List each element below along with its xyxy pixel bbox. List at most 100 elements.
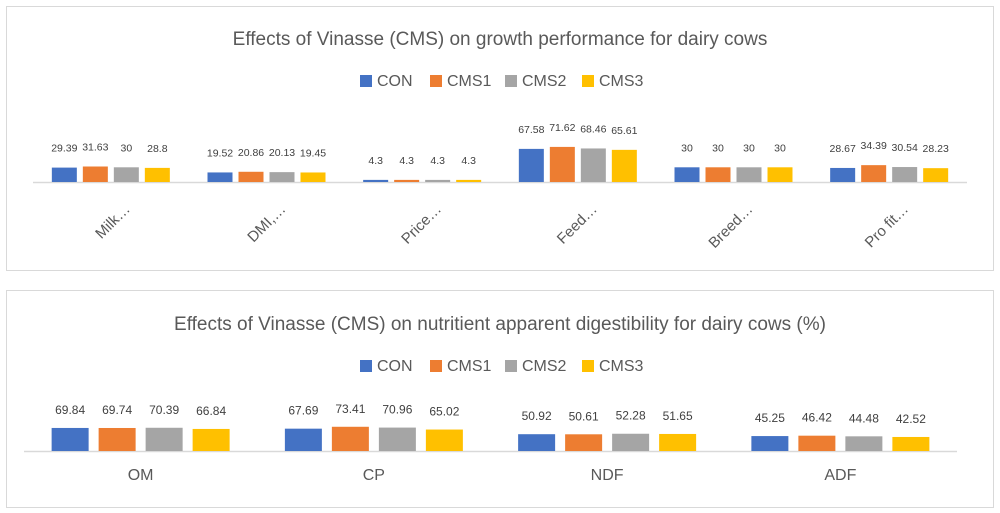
bar-cms3 (659, 433, 697, 451)
data-label: 30 (120, 142, 132, 154)
bar-cms3 (923, 168, 949, 182)
bar-cms1 (565, 434, 603, 451)
legend-label: CON (377, 73, 413, 90)
legend-item-cms2[interactable]: CMS2 (505, 73, 567, 90)
bar-cms1 (549, 146, 575, 182)
data-label: 29.39 (51, 143, 77, 155)
bar-con (518, 434, 556, 451)
bar-cms2 (425, 179, 451, 182)
bar-con (51, 427, 89, 451)
data-label: 30 (774, 142, 786, 154)
data-label: 70.39 (149, 403, 179, 417)
legend-item-cms2[interactable]: CMS2 (505, 358, 567, 375)
bar-cms2 (580, 148, 606, 182)
legend-label: CMS2 (522, 73, 567, 90)
bar-cms2 (892, 167, 918, 182)
bar-cms3 (892, 436, 930, 451)
data-label: 20.13 (269, 147, 295, 159)
chart-border (6, 290, 994, 508)
data-label: 20.86 (238, 147, 264, 159)
legend-swatch (430, 75, 442, 87)
legend-swatch (582, 360, 594, 372)
data-label: 50.61 (569, 409, 599, 423)
data-label: 50.92 (522, 409, 552, 423)
legend-item-con[interactable]: CON (360, 358, 413, 375)
bar-cms2 (269, 172, 295, 182)
legend-item-cms1[interactable]: CMS1 (430, 73, 492, 90)
data-label: 28.23 (923, 143, 949, 155)
chart-2: Effects of Vinasse (CMS) on nutritient a… (6, 290, 994, 508)
legend-item-cms3[interactable]: CMS3 (582, 73, 644, 90)
data-label: 65.02 (429, 405, 459, 419)
bar-cms3 (611, 149, 637, 182)
data-label: 4.3 (368, 155, 383, 167)
data-label: 71.62 (549, 122, 575, 134)
data-label: 30 (743, 142, 755, 154)
data-label: 4.3 (430, 155, 445, 167)
data-label: 70.96 (382, 403, 412, 417)
legend-swatch (505, 360, 517, 372)
bar-cms1 (331, 426, 369, 451)
bar-cms3 (767, 167, 793, 182)
data-label: 69.84 (55, 403, 85, 417)
data-label: 19.52 (207, 147, 233, 159)
bar-cms1 (238, 171, 264, 182)
legend-swatch (430, 360, 442, 372)
chart-border (6, 6, 994, 271)
category-label: OM (128, 467, 154, 484)
data-label: 34.39 (861, 140, 887, 152)
data-label: 30 (681, 142, 693, 154)
legend-swatch (582, 75, 594, 87)
data-label: 28.8 (147, 143, 168, 155)
bar-cms2 (113, 167, 139, 182)
bar-con (363, 179, 389, 182)
bar-cms1 (798, 435, 836, 451)
legend-swatch (360, 75, 372, 87)
data-label: 67.58 (518, 124, 544, 136)
category-label: CP (363, 467, 385, 484)
bar-cms1 (98, 427, 136, 451)
data-label: 73.41 (335, 402, 365, 416)
legend-swatch (505, 75, 517, 87)
bar-cms1 (394, 179, 420, 182)
legend-label: CMS3 (599, 358, 644, 375)
chart-title: Effects of Vinasse (CMS) on growth perfo… (233, 29, 768, 50)
category-label: NDF (591, 467, 624, 484)
data-label: 68.46 (580, 123, 606, 135)
data-label: 31.63 (82, 142, 108, 154)
data-label: 19.45 (300, 147, 326, 159)
bar-cms1 (861, 165, 887, 182)
category-label: ADF (824, 467, 856, 484)
data-label: 45.25 (755, 411, 785, 425)
data-label: 42.52 (896, 412, 926, 426)
bar-cms2 (736, 167, 762, 182)
legend-label: CMS2 (522, 358, 567, 375)
legend-item-cms1[interactable]: CMS1 (430, 358, 492, 375)
data-label: 4.3 (399, 155, 414, 167)
bar-cms1 (82, 166, 108, 182)
legend-item-con[interactable]: CON (360, 73, 413, 90)
legend-label: CMS3 (599, 73, 644, 90)
bar-con (518, 148, 544, 182)
bar-cms2 (845, 436, 883, 451)
bar-con (830, 167, 856, 182)
data-label: 69.74 (102, 403, 132, 417)
data-label: 51.65 (663, 409, 693, 423)
chart-title: Effects of Vinasse (CMS) on nutritient a… (174, 314, 826, 335)
data-label: 46.42 (802, 411, 832, 425)
bar-cms3 (425, 429, 463, 451)
bar-cms3 (456, 179, 482, 182)
data-label: 4.3 (461, 155, 476, 167)
bar-cms2 (378, 427, 416, 451)
bar-con (207, 172, 233, 182)
legend-item-cms3[interactable]: CMS3 (582, 358, 644, 375)
bar-cms2 (612, 433, 650, 451)
legend-label: CMS1 (447, 73, 492, 90)
bar-con (751, 436, 789, 451)
data-label: 44.48 (849, 411, 879, 425)
data-label: 67.69 (288, 404, 318, 418)
bar-cms3 (300, 172, 326, 182)
data-label: 65.61 (611, 125, 637, 137)
